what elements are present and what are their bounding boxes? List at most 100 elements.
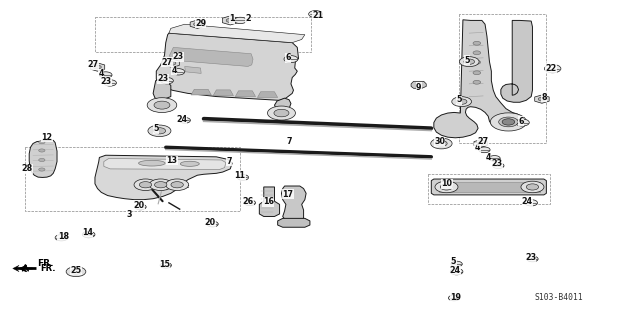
Circle shape [166, 179, 189, 190]
Circle shape [479, 147, 490, 153]
Ellipse shape [180, 161, 199, 166]
Polygon shape [257, 92, 277, 98]
Circle shape [457, 99, 467, 104]
Text: 14: 14 [82, 228, 93, 237]
Polygon shape [431, 179, 546, 195]
Circle shape [473, 60, 481, 64]
Text: 20: 20 [133, 201, 145, 210]
Circle shape [39, 149, 45, 152]
Circle shape [160, 262, 171, 268]
Text: 7: 7 [286, 137, 292, 146]
Text: 5: 5 [457, 95, 462, 104]
Text: 16: 16 [263, 197, 274, 206]
Text: 23: 23 [491, 159, 503, 168]
Text: 28: 28 [21, 164, 32, 173]
Circle shape [153, 128, 166, 134]
Text: 24: 24 [450, 266, 461, 275]
Text: 11: 11 [234, 172, 245, 180]
Circle shape [66, 267, 86, 276]
Text: 24: 24 [522, 197, 533, 206]
Circle shape [244, 200, 255, 206]
Circle shape [516, 119, 530, 126]
Text: 5: 5 [154, 124, 159, 133]
Circle shape [451, 261, 462, 267]
Circle shape [473, 80, 481, 84]
Text: 20: 20 [204, 218, 216, 227]
Text: 23: 23 [525, 253, 536, 262]
Polygon shape [169, 24, 305, 43]
Text: 21: 21 [312, 11, 323, 20]
Circle shape [544, 65, 561, 73]
Circle shape [226, 18, 234, 22]
Circle shape [498, 117, 518, 127]
Text: 6: 6 [518, 117, 524, 126]
Circle shape [207, 221, 218, 227]
Text: 2: 2 [245, 14, 251, 23]
Circle shape [234, 17, 246, 24]
Text: 17: 17 [283, 190, 293, 199]
Text: 3: 3 [126, 210, 132, 219]
Text: 27: 27 [161, 58, 173, 67]
Text: 27: 27 [478, 137, 489, 146]
Text: 23: 23 [157, 74, 169, 83]
Circle shape [83, 231, 95, 238]
Text: 26: 26 [243, 197, 253, 206]
Text: 6: 6 [286, 53, 291, 62]
Text: 5: 5 [465, 56, 470, 65]
Text: 18: 18 [58, 232, 69, 241]
Polygon shape [170, 47, 253, 67]
Circle shape [237, 175, 248, 180]
Circle shape [464, 59, 474, 64]
Text: 23: 23 [173, 52, 184, 61]
Circle shape [134, 179, 157, 190]
Text: 15: 15 [159, 260, 170, 268]
Circle shape [55, 235, 68, 241]
Circle shape [100, 72, 112, 78]
Circle shape [473, 71, 481, 75]
Circle shape [39, 158, 45, 162]
Polygon shape [90, 63, 105, 71]
Circle shape [94, 65, 101, 69]
Text: FR.: FR. [41, 264, 56, 273]
Circle shape [526, 184, 538, 190]
Circle shape [436, 140, 447, 146]
Circle shape [267, 106, 295, 120]
Text: 24: 24 [176, 115, 187, 124]
Circle shape [538, 97, 545, 101]
Circle shape [194, 22, 201, 26]
Text: 1: 1 [229, 14, 235, 23]
Polygon shape [259, 187, 279, 216]
Circle shape [448, 295, 460, 301]
Circle shape [274, 109, 289, 117]
Polygon shape [156, 33, 298, 100]
Circle shape [139, 182, 152, 188]
Circle shape [161, 77, 173, 84]
Circle shape [451, 97, 472, 107]
Text: 27: 27 [88, 60, 98, 69]
Polygon shape [236, 91, 255, 97]
Polygon shape [535, 95, 549, 103]
Polygon shape [185, 67, 201, 73]
Text: 25: 25 [70, 266, 81, 275]
Text: 4: 4 [98, 69, 104, 78]
Circle shape [154, 101, 170, 109]
Circle shape [39, 141, 45, 144]
Ellipse shape [138, 160, 165, 166]
Text: 19: 19 [450, 292, 461, 301]
Text: 7: 7 [226, 157, 232, 166]
Polygon shape [13, 265, 36, 272]
Circle shape [489, 156, 500, 161]
Circle shape [521, 181, 544, 193]
Circle shape [473, 51, 481, 55]
Circle shape [527, 256, 538, 262]
Circle shape [431, 138, 452, 149]
Polygon shape [165, 59, 179, 68]
Text: 10: 10 [441, 179, 453, 188]
Circle shape [172, 69, 185, 75]
Circle shape [147, 98, 177, 113]
Text: 4: 4 [475, 143, 480, 152]
Text: 30: 30 [434, 137, 445, 147]
Circle shape [502, 119, 515, 125]
Polygon shape [501, 20, 533, 102]
Polygon shape [29, 140, 57, 178]
